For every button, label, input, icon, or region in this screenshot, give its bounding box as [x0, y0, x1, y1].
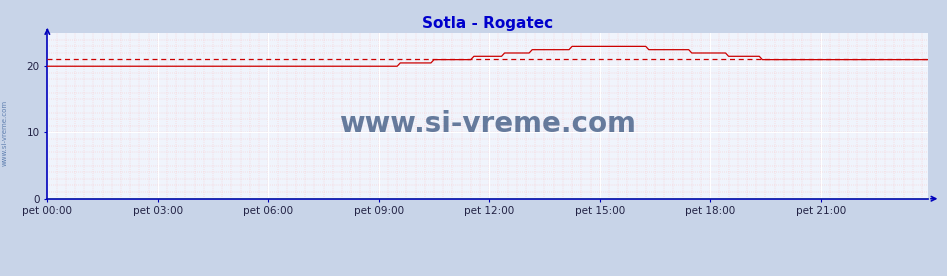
Legend: temperatura [C], pretok [m3/s]: temperatura [C], pretok [m3/s] [372, 273, 603, 276]
Text: www.si-vreme.com: www.si-vreme.com [339, 110, 636, 138]
Text: www.si-vreme.com: www.si-vreme.com [2, 99, 8, 166]
Title: Sotla - Rogatec: Sotla - Rogatec [422, 15, 553, 31]
